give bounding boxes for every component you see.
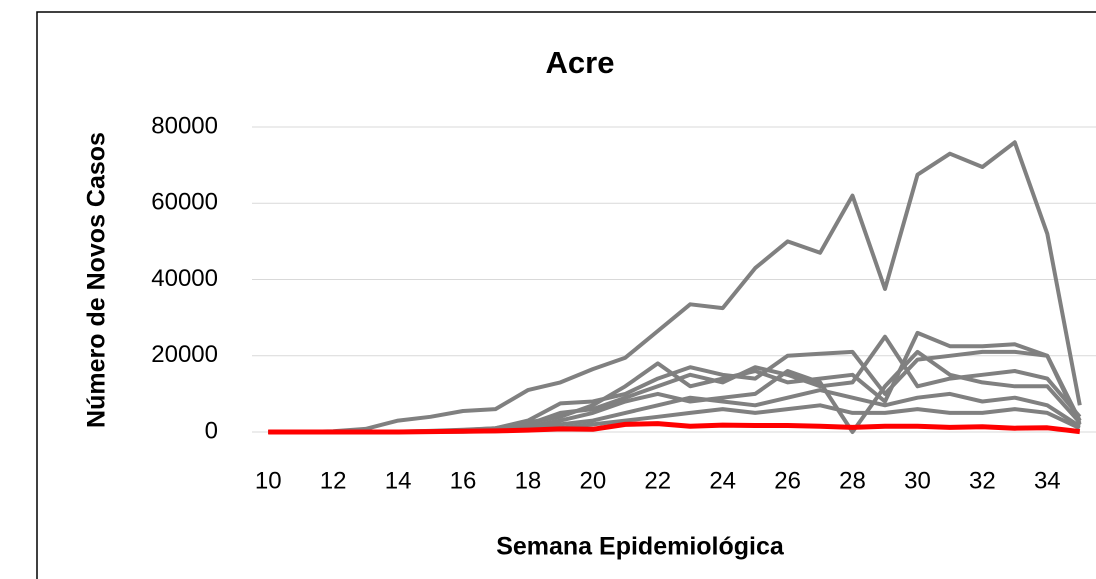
- series-line: [268, 140, 1082, 434]
- y-tick-label: 60000: [151, 189, 218, 216]
- x-tick-label: 24: [709, 467, 736, 494]
- x-tick-label: 32: [969, 467, 996, 494]
- x-tick-label: 26: [774, 467, 801, 494]
- y-tick-label: 0: [205, 417, 218, 444]
- x-axis-label: Semana Epidemiológica: [496, 533, 785, 561]
- y-tick-label: 40000: [151, 265, 218, 292]
- x-tick-label: 20: [579, 467, 606, 494]
- y-axis-label: Número de Novos Casos: [83, 132, 111, 428]
- x-tick-label: 12: [320, 467, 347, 494]
- series-line: [268, 421, 1081, 435]
- chart-title: Acre: [546, 45, 615, 80]
- x-tick-label: 14: [385, 467, 412, 494]
- y-tick-label: 20000: [151, 341, 218, 368]
- x-tick-label: 16: [450, 467, 477, 494]
- x-tick-label: 18: [515, 467, 542, 494]
- x-tick-label: 30: [904, 467, 931, 494]
- x-tick-label: 10: [255, 467, 282, 494]
- x-tick-label: 22: [644, 467, 671, 494]
- chart-frame: [36, 11, 1096, 579]
- x-tick-label: 34: [1034, 467, 1061, 494]
- x-tick-label: 28: [839, 467, 866, 494]
- y-tick-label: 80000: [151, 112, 218, 139]
